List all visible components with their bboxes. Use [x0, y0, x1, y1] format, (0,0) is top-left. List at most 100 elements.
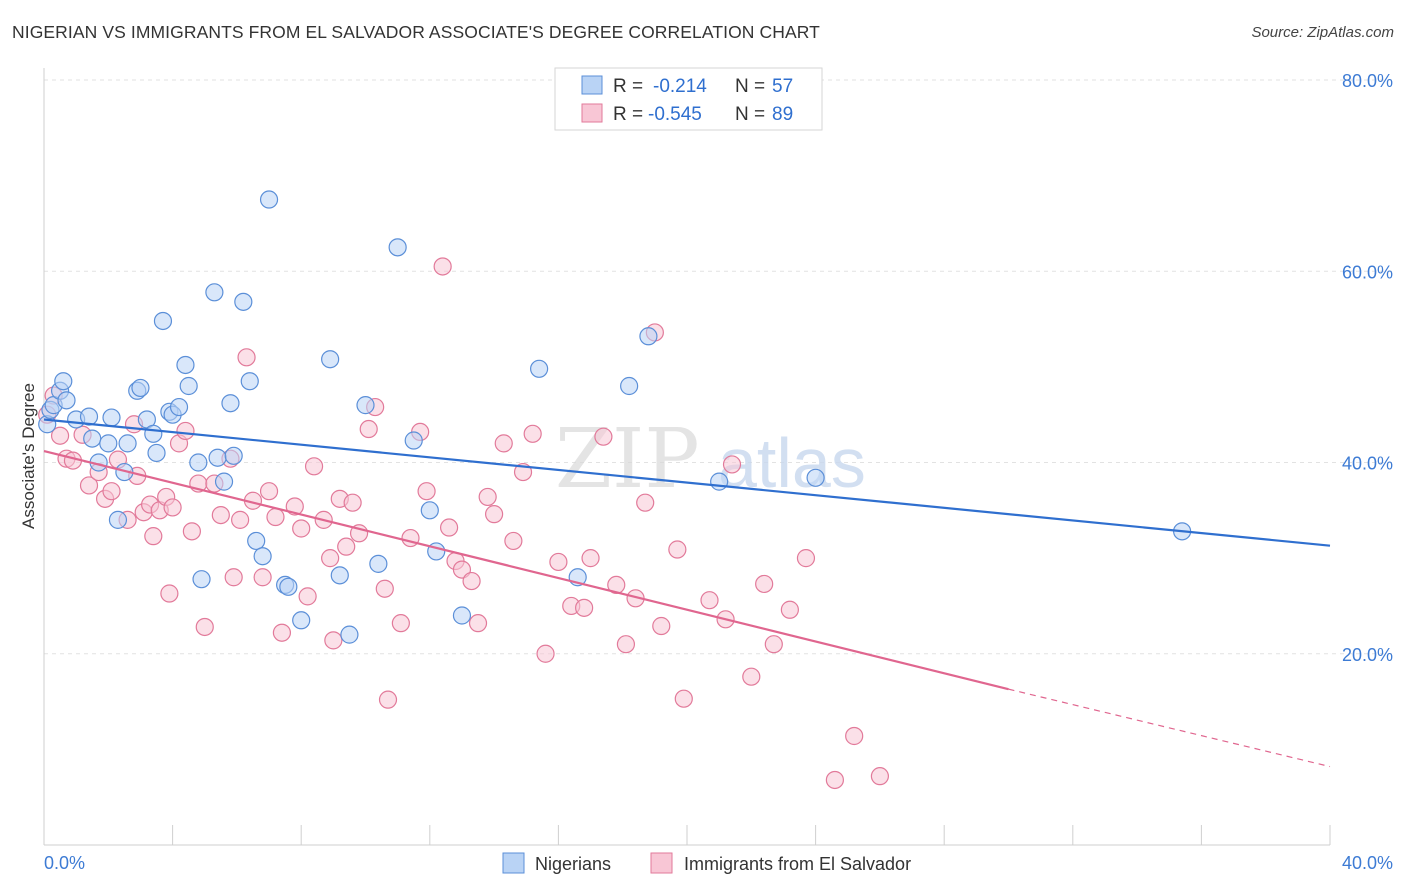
nigerians-point [639, 327, 658, 346]
nigerians-point [240, 372, 259, 391]
nigerians-point [420, 501, 439, 520]
x-tick-label-min: 0.0% [44, 853, 85, 873]
nigerians-point [83, 429, 102, 448]
nigerians-point [330, 566, 349, 585]
nigerians-point [234, 292, 253, 311]
el-salvador-point [321, 549, 340, 568]
nigerians-point [806, 468, 825, 487]
legend-r-value-2: -0.545 [648, 104, 702, 125]
nigerians-point [79, 407, 99, 426]
el-salvador-point [285, 497, 304, 516]
y-axis-label: Associate's Degree [19, 383, 38, 529]
el-salvador-point [825, 770, 844, 790]
el-salvador-point [359, 419, 378, 439]
nigerians-point [452, 606, 472, 625]
el-salvador-point [182, 522, 201, 541]
nigerians-point [369, 554, 388, 573]
nigerians-point [247, 531, 266, 551]
y-tick-labels: 20.0% 40.0% 60.0% 80.0% [1342, 71, 1393, 665]
correlation-legend: R = -0.214 N = 57 R = -0.545 N = 89 [554, 67, 823, 131]
el-salvador-point [523, 424, 542, 443]
gridlines [44, 79, 1393, 655]
nigerians-point [710, 472, 729, 491]
el-salvador-point [652, 616, 671, 636]
el-salvador-point [796, 549, 816, 568]
trend-line-el-salvador [43, 449, 1009, 691]
el-salvador-point [549, 552, 568, 572]
legend-n-value-2: 89 [772, 104, 793, 125]
el-salvador-point [102, 482, 121, 501]
el-salvador-point [575, 598, 594, 617]
nigerians-point [99, 434, 118, 453]
el-salvador-point [337, 537, 356, 556]
el-salvador-point [231, 510, 250, 529]
series-legend: Nigerians Immigrants from El Salvador [502, 852, 911, 874]
el-salvador-point [668, 540, 687, 559]
trend-lines [43, 418, 1331, 768]
y-tick-label-40: 40.0% [1342, 454, 1393, 474]
legend-r-label-1: R = [613, 76, 643, 97]
nigerians-point [259, 190, 279, 209]
el-salvador-point [324, 631, 343, 650]
el-salvador-point [494, 434, 513, 453]
nigerians-point [176, 355, 195, 375]
el-salvador-point [417, 482, 436, 501]
nigerians-point [214, 472, 234, 491]
nigerians-point [404, 431, 423, 450]
el-salvador-point [391, 614, 410, 633]
el-salvador-point [160, 584, 179, 603]
legend-r-value-1: -0.214 [653, 76, 707, 97]
el-salvador-point [343, 493, 362, 512]
el-salvador-point [722, 455, 742, 474]
el-salvador-point [674, 689, 693, 708]
trend-line-el-salvador-extrapolated [1008, 688, 1331, 768]
nigerians-point [224, 446, 243, 465]
el-salvador-point [292, 519, 311, 538]
el-salvador-point [433, 257, 452, 276]
nigerians-point [54, 372, 73, 391]
watermark: ZIP atlas [555, 412, 866, 507]
series-el-salvador-points [38, 257, 890, 790]
legend-swatch-el-salvador [581, 103, 603, 123]
nigerians-point [144, 424, 163, 443]
el-salvador-point [504, 531, 523, 551]
el-salvador-point [700, 591, 719, 610]
el-salvador-point [468, 614, 488, 633]
el-salvador-point [845, 726, 864, 746]
nigerians-point [118, 434, 137, 453]
el-salvador-point [742, 667, 761, 686]
x-tick-labels: 0.0% 40.0% [44, 853, 1393, 873]
axes [43, 68, 1331, 846]
legend-n-value-1: 57 [772, 76, 793, 97]
el-salvador-point [266, 507, 285, 527]
el-salvador-point [764, 635, 783, 654]
legend-n-label-1: N = [735, 76, 765, 97]
el-salvador-point [439, 518, 459, 537]
el-salvador-point [780, 600, 799, 619]
series-nigerians-points [38, 190, 1192, 644]
nigerians-point [356, 396, 375, 415]
nigerians-point [169, 397, 189, 417]
el-salvador-point [144, 527, 163, 546]
bottom-legend-label-el-salvador: Immigrants from El Salvador [684, 854, 911, 874]
source-label: Source: ZipAtlas.com [1251, 24, 1394, 41]
chart-title: NIGERIAN VS IMMIGRANTS FROM EL SALVADOR … [12, 22, 820, 42]
el-salvador-point [304, 457, 324, 476]
y-tick-label-20: 20.0% [1342, 645, 1393, 665]
nigerians-point [221, 394, 240, 413]
el-salvador-point [478, 487, 497, 507]
el-salvador-point [375, 579, 394, 598]
legend-n-label-2: N = [735, 104, 765, 125]
el-salvador-point [594, 427, 613, 446]
el-salvador-point [259, 482, 279, 501]
el-salvador-point [636, 493, 655, 512]
el-salvador-point [224, 568, 243, 587]
nigerians-point [147, 443, 166, 463]
el-salvador-point [272, 623, 292, 642]
el-salvador-point [195, 617, 214, 637]
el-salvador-point [616, 635, 636, 654]
nigerians-point [153, 311, 173, 331]
el-salvador-point [870, 767, 890, 786]
nigerians-point [131, 378, 150, 398]
